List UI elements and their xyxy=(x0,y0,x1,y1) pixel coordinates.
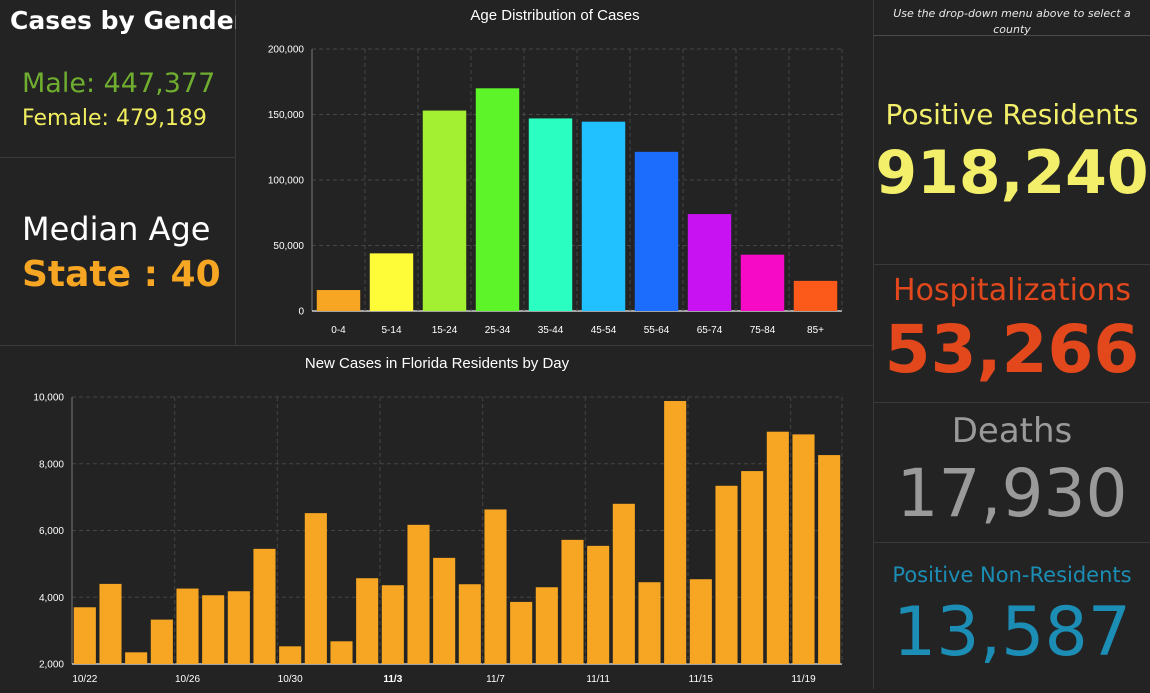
hospitalizations-stat: Hospitalizations 53,266 xyxy=(873,265,1150,403)
deaths-label: Deaths xyxy=(951,411,1073,451)
x-tick-label: 15-24 xyxy=(432,325,458,336)
gender-panel: Cases by Gender Male: 447,377 Female: 47… xyxy=(0,0,246,158)
x-tick-label: 55-64 xyxy=(644,325,670,336)
bar-11/5[interactable] xyxy=(433,557,456,664)
non-residents-stat: Positive Non-Residents 13,587 xyxy=(873,543,1150,689)
hospitalizations-value: 53,266 xyxy=(884,311,1140,388)
non-residents-value: 13,587 xyxy=(893,593,1131,672)
bar-10/25[interactable] xyxy=(150,619,173,664)
y-tick-label: 0 xyxy=(298,307,304,318)
bar-11/9[interactable] xyxy=(535,587,558,664)
chart-title: New Cases in Florida Residents by Day xyxy=(305,355,570,372)
bar-11/19[interactable] xyxy=(792,434,815,664)
y-tick-label: 8,000 xyxy=(39,459,64,470)
x-tick-label: 65-74 xyxy=(697,325,723,336)
female-cases: Female: 479,189 xyxy=(22,106,207,131)
bar-10/30[interactable] xyxy=(279,646,302,664)
bar-10/29[interactable] xyxy=(253,548,276,664)
bar-11/7[interactable] xyxy=(484,509,507,664)
bar-11/15[interactable] xyxy=(689,579,712,664)
positive-residents-label: Positive Residents xyxy=(885,98,1139,131)
x-tick-label: 10/26 xyxy=(175,674,200,685)
bar-85+[interactable] xyxy=(793,280,838,311)
age-distribution-chart-panel: Age Distribution of Cases 0 50,000 100,000 1… xyxy=(236,0,873,346)
x-tick-label: 75-84 xyxy=(750,325,776,336)
x-tick-label: 0-4 xyxy=(331,325,346,336)
bar-11/8[interactable] xyxy=(510,601,533,664)
x-tick-label: 11/7 xyxy=(486,674,505,685)
x-tick-label: 35-44 xyxy=(538,325,564,336)
hospitalizations-label: Hospitalizations xyxy=(893,273,1131,308)
bar-11/18[interactable] xyxy=(766,431,789,664)
x-tick-label: 25-34 xyxy=(485,325,511,336)
x-tick-label: 5-14 xyxy=(381,325,401,336)
age-distribution-chart[interactable]: Age Distribution of Cases 0 50,000 100,000 1… xyxy=(236,0,873,346)
positive-residents-value: 918,240 xyxy=(875,138,1149,208)
bar-11/10[interactable] xyxy=(561,539,584,664)
bar-0-4[interactable] xyxy=(316,290,361,311)
x-tick-label: 10/22 xyxy=(72,674,97,685)
y-tick-label: 200,000 xyxy=(268,45,305,56)
bar-10/31[interactable] xyxy=(304,513,327,664)
bar-11/11[interactable] xyxy=(587,545,610,664)
y-tick-label: 4,000 xyxy=(39,593,64,604)
x-tick-label: 11/3 xyxy=(383,674,402,685)
bar-75-84[interactable] xyxy=(740,254,785,311)
bar-35-44[interactable] xyxy=(528,118,573,312)
daily-cases-chart-panel: New Cases in Florida Residents by Day 2,0… xyxy=(0,346,873,689)
x-tick-label: 45-54 xyxy=(591,325,617,336)
positive-residents-stat: Positive Residents 918,240 xyxy=(873,36,1150,265)
y-tick-label: 2,000 xyxy=(39,660,64,671)
bar-10/23[interactable] xyxy=(99,583,122,664)
bar-5-14[interactable] xyxy=(369,253,414,311)
y-tick-label: 150,000 xyxy=(268,110,305,121)
median-age-state: State : 40 xyxy=(22,254,221,295)
non-residents-label: Positive Non-Residents xyxy=(892,563,1132,587)
bar-10/26[interactable] xyxy=(176,588,199,664)
bar-11/4[interactable] xyxy=(407,524,430,664)
median-age-panel: Median Age State : 40 xyxy=(0,158,236,346)
median-age-title: Median Age xyxy=(22,210,211,248)
bar-11/3[interactable] xyxy=(381,585,404,664)
bar-11/12[interactable] xyxy=(612,503,635,664)
bar-11/14[interactable] xyxy=(664,401,687,664)
bar-11/20[interactable] xyxy=(818,455,841,664)
y-tick-label: 6,000 xyxy=(39,526,64,537)
bar-11/13[interactable] xyxy=(638,582,661,664)
bar-11/1[interactable] xyxy=(330,641,353,664)
y-tick-label: 50,000 xyxy=(273,241,304,252)
bar-11/16[interactable] xyxy=(715,485,738,664)
x-tick-label: 10/30 xyxy=(278,674,303,685)
male-cases: Male: 447,377 xyxy=(22,68,216,99)
chart-title: Age Distribution of Cases xyxy=(470,7,639,24)
bar-45-54[interactable] xyxy=(581,121,626,311)
bar-10/22[interactable] xyxy=(73,607,96,664)
bar-55-64[interactable] xyxy=(634,151,679,311)
y-tick-label: 10,000 xyxy=(33,393,64,404)
county-select-note: Use the drop-down menu above to select a… xyxy=(873,0,1150,36)
bar-10/27[interactable] xyxy=(202,595,225,664)
county-select-note-text: Use the drop-down menu above to select a… xyxy=(893,7,1131,36)
bar-65-74[interactable] xyxy=(687,214,732,311)
daily-cases-chart[interactable]: New Cases in Florida Residents by Day 2,0… xyxy=(0,346,873,689)
deaths-stat: Deaths 17,930 xyxy=(873,403,1150,543)
bar-11/17[interactable] xyxy=(741,471,764,664)
gender-title: Cases by Gender xyxy=(10,6,246,35)
bar-15-24[interactable] xyxy=(422,110,467,311)
y-tick-label: 100,000 xyxy=(268,176,305,187)
x-tick-label: 11/19 xyxy=(791,674,816,685)
x-tick-label: 11/11 xyxy=(586,674,610,685)
bar-10/24[interactable] xyxy=(125,652,148,664)
deaths-value: 17,930 xyxy=(896,455,1128,532)
bar-11/2[interactable] xyxy=(356,578,379,664)
x-tick-label: 85+ xyxy=(807,325,824,336)
bar-10/28[interactable] xyxy=(227,591,250,664)
bar-25-34[interactable] xyxy=(475,88,520,311)
bar-11/6[interactable] xyxy=(458,584,481,664)
x-tick-label: 11/15 xyxy=(689,674,714,685)
